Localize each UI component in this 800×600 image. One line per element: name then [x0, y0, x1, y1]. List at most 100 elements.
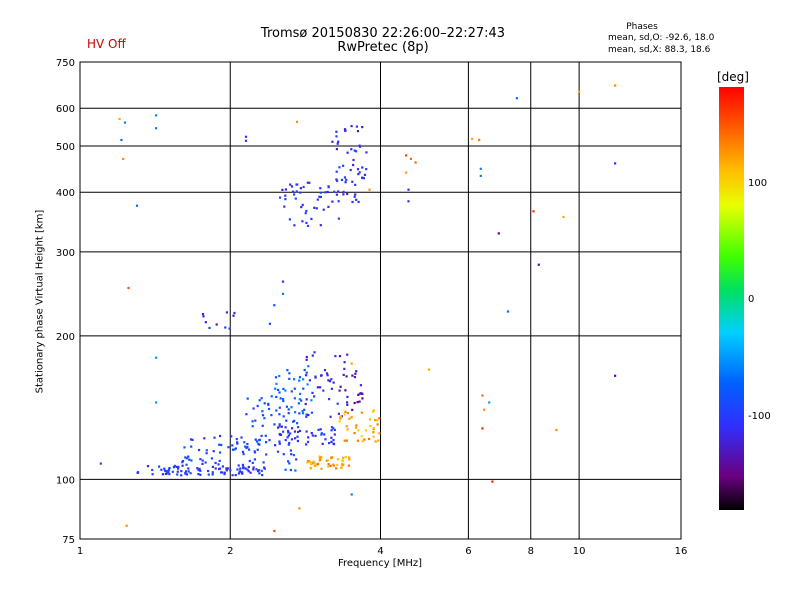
data-point	[292, 454, 295, 457]
data-point	[303, 368, 306, 372]
data-point	[292, 420, 295, 423]
data-point	[328, 380, 332, 383]
data-point	[306, 181, 309, 184]
data-point	[368, 188, 371, 191]
data-point	[293, 397, 296, 400]
data-point	[190, 445, 193, 448]
data-point	[187, 467, 190, 470]
data-point	[292, 190, 295, 193]
data-point	[481, 427, 484, 430]
data-point	[364, 429, 368, 432]
data-point	[330, 436, 333, 439]
data-point	[297, 430, 300, 434]
data-point	[221, 465, 224, 468]
data-point	[284, 188, 287, 191]
data-point	[343, 439, 346, 442]
data-point	[307, 460, 310, 463]
data-point	[218, 443, 221, 446]
data-point	[378, 432, 381, 435]
data-point	[163, 467, 166, 470]
data-point	[361, 392, 364, 395]
data-point	[233, 311, 236, 315]
data-point	[330, 378, 333, 381]
data-point	[201, 459, 204, 462]
data-point	[311, 434, 314, 437]
colorbar-tick-minus-100: -100	[748, 411, 771, 422]
data-point	[247, 470, 250, 473]
data-point	[238, 471, 241, 474]
chart-title: Tromsø 20150830 22:26:00–22:27:43	[260, 26, 506, 41]
data-point	[164, 472, 167, 475]
data-point	[537, 263, 540, 266]
data-point	[197, 469, 200, 472]
data-point	[177, 465, 180, 468]
data-point	[256, 404, 259, 408]
data-point	[184, 472, 187, 475]
grid-lines	[80, 62, 681, 539]
tick-labels: 1 2 4 6 8 10 16 75 100 200 300 400 500 600 750	[56, 58, 687, 557]
data-point	[135, 204, 139, 207]
data-point	[181, 460, 185, 463]
data-point	[614, 162, 617, 165]
data-point	[335, 148, 338, 151]
data-point	[289, 183, 292, 186]
data-point	[327, 379, 330, 382]
data-point	[336, 463, 339, 467]
data-point	[220, 443, 223, 447]
plot-frame	[79, 61, 682, 540]
x-tick-label: 16	[675, 546, 688, 557]
data-point	[122, 157, 125, 160]
data-point	[353, 376, 356, 379]
data-point	[181, 464, 184, 467]
data-point	[201, 462, 204, 465]
data-point	[177, 467, 180, 470]
data-point	[319, 191, 322, 194]
data-point	[307, 413, 310, 417]
data-point	[339, 417, 342, 420]
chart-subtitle: RwPretec (8p)	[337, 40, 429, 55]
data-point	[225, 311, 228, 314]
data-point	[349, 168, 352, 172]
data-point	[355, 198, 358, 201]
data-point	[279, 433, 283, 436]
data-point	[320, 467, 323, 470]
data-point	[296, 435, 299, 438]
data-point	[245, 413, 248, 416]
data-point	[212, 450, 215, 453]
data-point	[239, 467, 242, 470]
data-point	[372, 409, 375, 412]
data-point	[151, 473, 154, 476]
data-point	[202, 315, 205, 318]
data-point	[405, 171, 408, 174]
data-point	[275, 395, 278, 398]
data-point	[167, 470, 170, 474]
data-point	[318, 195, 321, 198]
data-point	[291, 427, 294, 430]
data-point	[313, 206, 316, 209]
data-point	[322, 389, 325, 392]
data-point	[345, 375, 348, 378]
data-point	[506, 310, 510, 313]
data-point	[207, 473, 210, 476]
data-point	[299, 191, 302, 194]
data-point	[296, 439, 299, 443]
data-point	[335, 130, 338, 133]
data-point	[353, 432, 356, 435]
data-point	[354, 372, 357, 375]
data-point	[363, 173, 367, 176]
data-point	[345, 425, 348, 428]
data-point	[214, 467, 217, 470]
data-point	[298, 376, 302, 379]
data-point	[330, 426, 334, 429]
data-point	[320, 433, 323, 436]
data-point	[358, 144, 361, 147]
data-point	[297, 426, 300, 429]
data-point	[277, 426, 280, 429]
data-point	[306, 440, 310, 443]
data-point	[348, 456, 351, 459]
data-point	[278, 425, 281, 428]
data-point	[243, 441, 246, 444]
data-point	[280, 425, 283, 428]
data-point	[304, 212, 307, 215]
